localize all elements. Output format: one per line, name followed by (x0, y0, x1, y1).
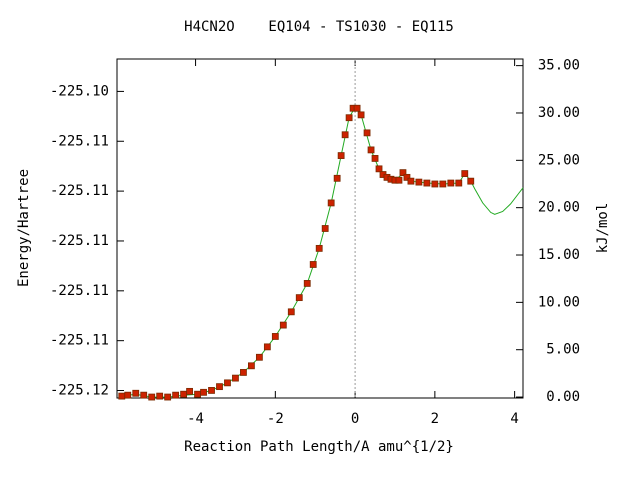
x-tick-label: 2 (431, 411, 439, 427)
x-tick-label: -2 (267, 411, 284, 427)
data-point (279, 321, 287, 329)
data-point (337, 152, 345, 159)
chart-title: H4CN2O EQ104 - TS1030 - EQ115 (184, 19, 454, 35)
data-point (375, 165, 383, 173)
y2-tick-label: 35.00 (538, 58, 580, 74)
data-point (321, 225, 329, 232)
data-point (140, 391, 148, 399)
data-point (180, 390, 188, 398)
data-point (200, 388, 207, 396)
data-point (333, 174, 341, 182)
y-tick-label: -225.11 (50, 133, 109, 149)
data-point (357, 111, 365, 119)
data-point (327, 199, 335, 207)
data-point (172, 391, 180, 399)
data-point (124, 391, 132, 399)
y-axis-label: Energy/Hartree (16, 169, 32, 287)
data-point (263, 343, 271, 351)
x-tick-label: 0 (351, 411, 359, 427)
data-point (367, 146, 375, 154)
data-point (295, 294, 303, 302)
data-point (447, 179, 455, 187)
data-point (248, 362, 255, 370)
data-point (455, 179, 463, 187)
data-point (407, 177, 415, 185)
data-point (255, 353, 263, 361)
data-point (467, 177, 475, 185)
data-point (287, 308, 295, 316)
y2-tick-label: 20.00 (538, 200, 580, 216)
x-tick-label: 4 (510, 411, 518, 427)
data-point (403, 173, 411, 181)
data-point (271, 333, 279, 340)
data-point (208, 387, 215, 394)
plot-frame (116, 58, 524, 399)
data-point (363, 129, 371, 137)
y2-tick-label: 10.00 (538, 294, 580, 310)
data-point (309, 261, 317, 268)
data-point (423, 179, 431, 187)
y-tick-label: -225.12 (50, 383, 109, 399)
data-point (345, 114, 353, 122)
x-tick-label: -4 (187, 411, 204, 427)
y2-tick-label: 5.00 (546, 342, 580, 358)
data-point (399, 169, 407, 177)
y-tick-label: -225.10 (50, 83, 109, 99)
data-point (156, 392, 164, 400)
data-point (240, 369, 247, 376)
data-point (148, 393, 156, 401)
data-point (341, 131, 349, 139)
y2-tick-label: 15.00 (538, 247, 580, 263)
data-point (353, 104, 361, 112)
data-point (439, 180, 447, 188)
data-point (186, 387, 193, 395)
y2-axis-label: kJ/mol (595, 203, 611, 254)
data-point (194, 390, 201, 398)
data-point (118, 392, 126, 400)
y-tick-label: -225.11 (50, 333, 109, 349)
x-axis-label: Reaction Path Length/A amu^{1/2} (184, 439, 454, 455)
energy-curve (121, 106, 524, 398)
data-point (232, 374, 239, 382)
data-point (371, 155, 379, 162)
y-tick-label: -225.11 (50, 233, 109, 249)
data-point (395, 176, 403, 184)
y2-tick-label: 0.00 (546, 389, 580, 405)
y2-tick-label: 30.00 (538, 105, 580, 121)
data-point (164, 393, 172, 401)
data-point (132, 389, 140, 397)
data-point (303, 280, 311, 287)
y-tick-label: -225.11 (50, 183, 109, 199)
data-point (315, 244, 323, 252)
y-tick-label: -225.11 (50, 283, 109, 299)
data-point (415, 178, 423, 186)
data-point (216, 383, 223, 391)
data-point (431, 180, 439, 188)
y2-tick-label: 25.00 (538, 152, 580, 168)
data-point (461, 170, 469, 177)
data-point (224, 379, 231, 387)
